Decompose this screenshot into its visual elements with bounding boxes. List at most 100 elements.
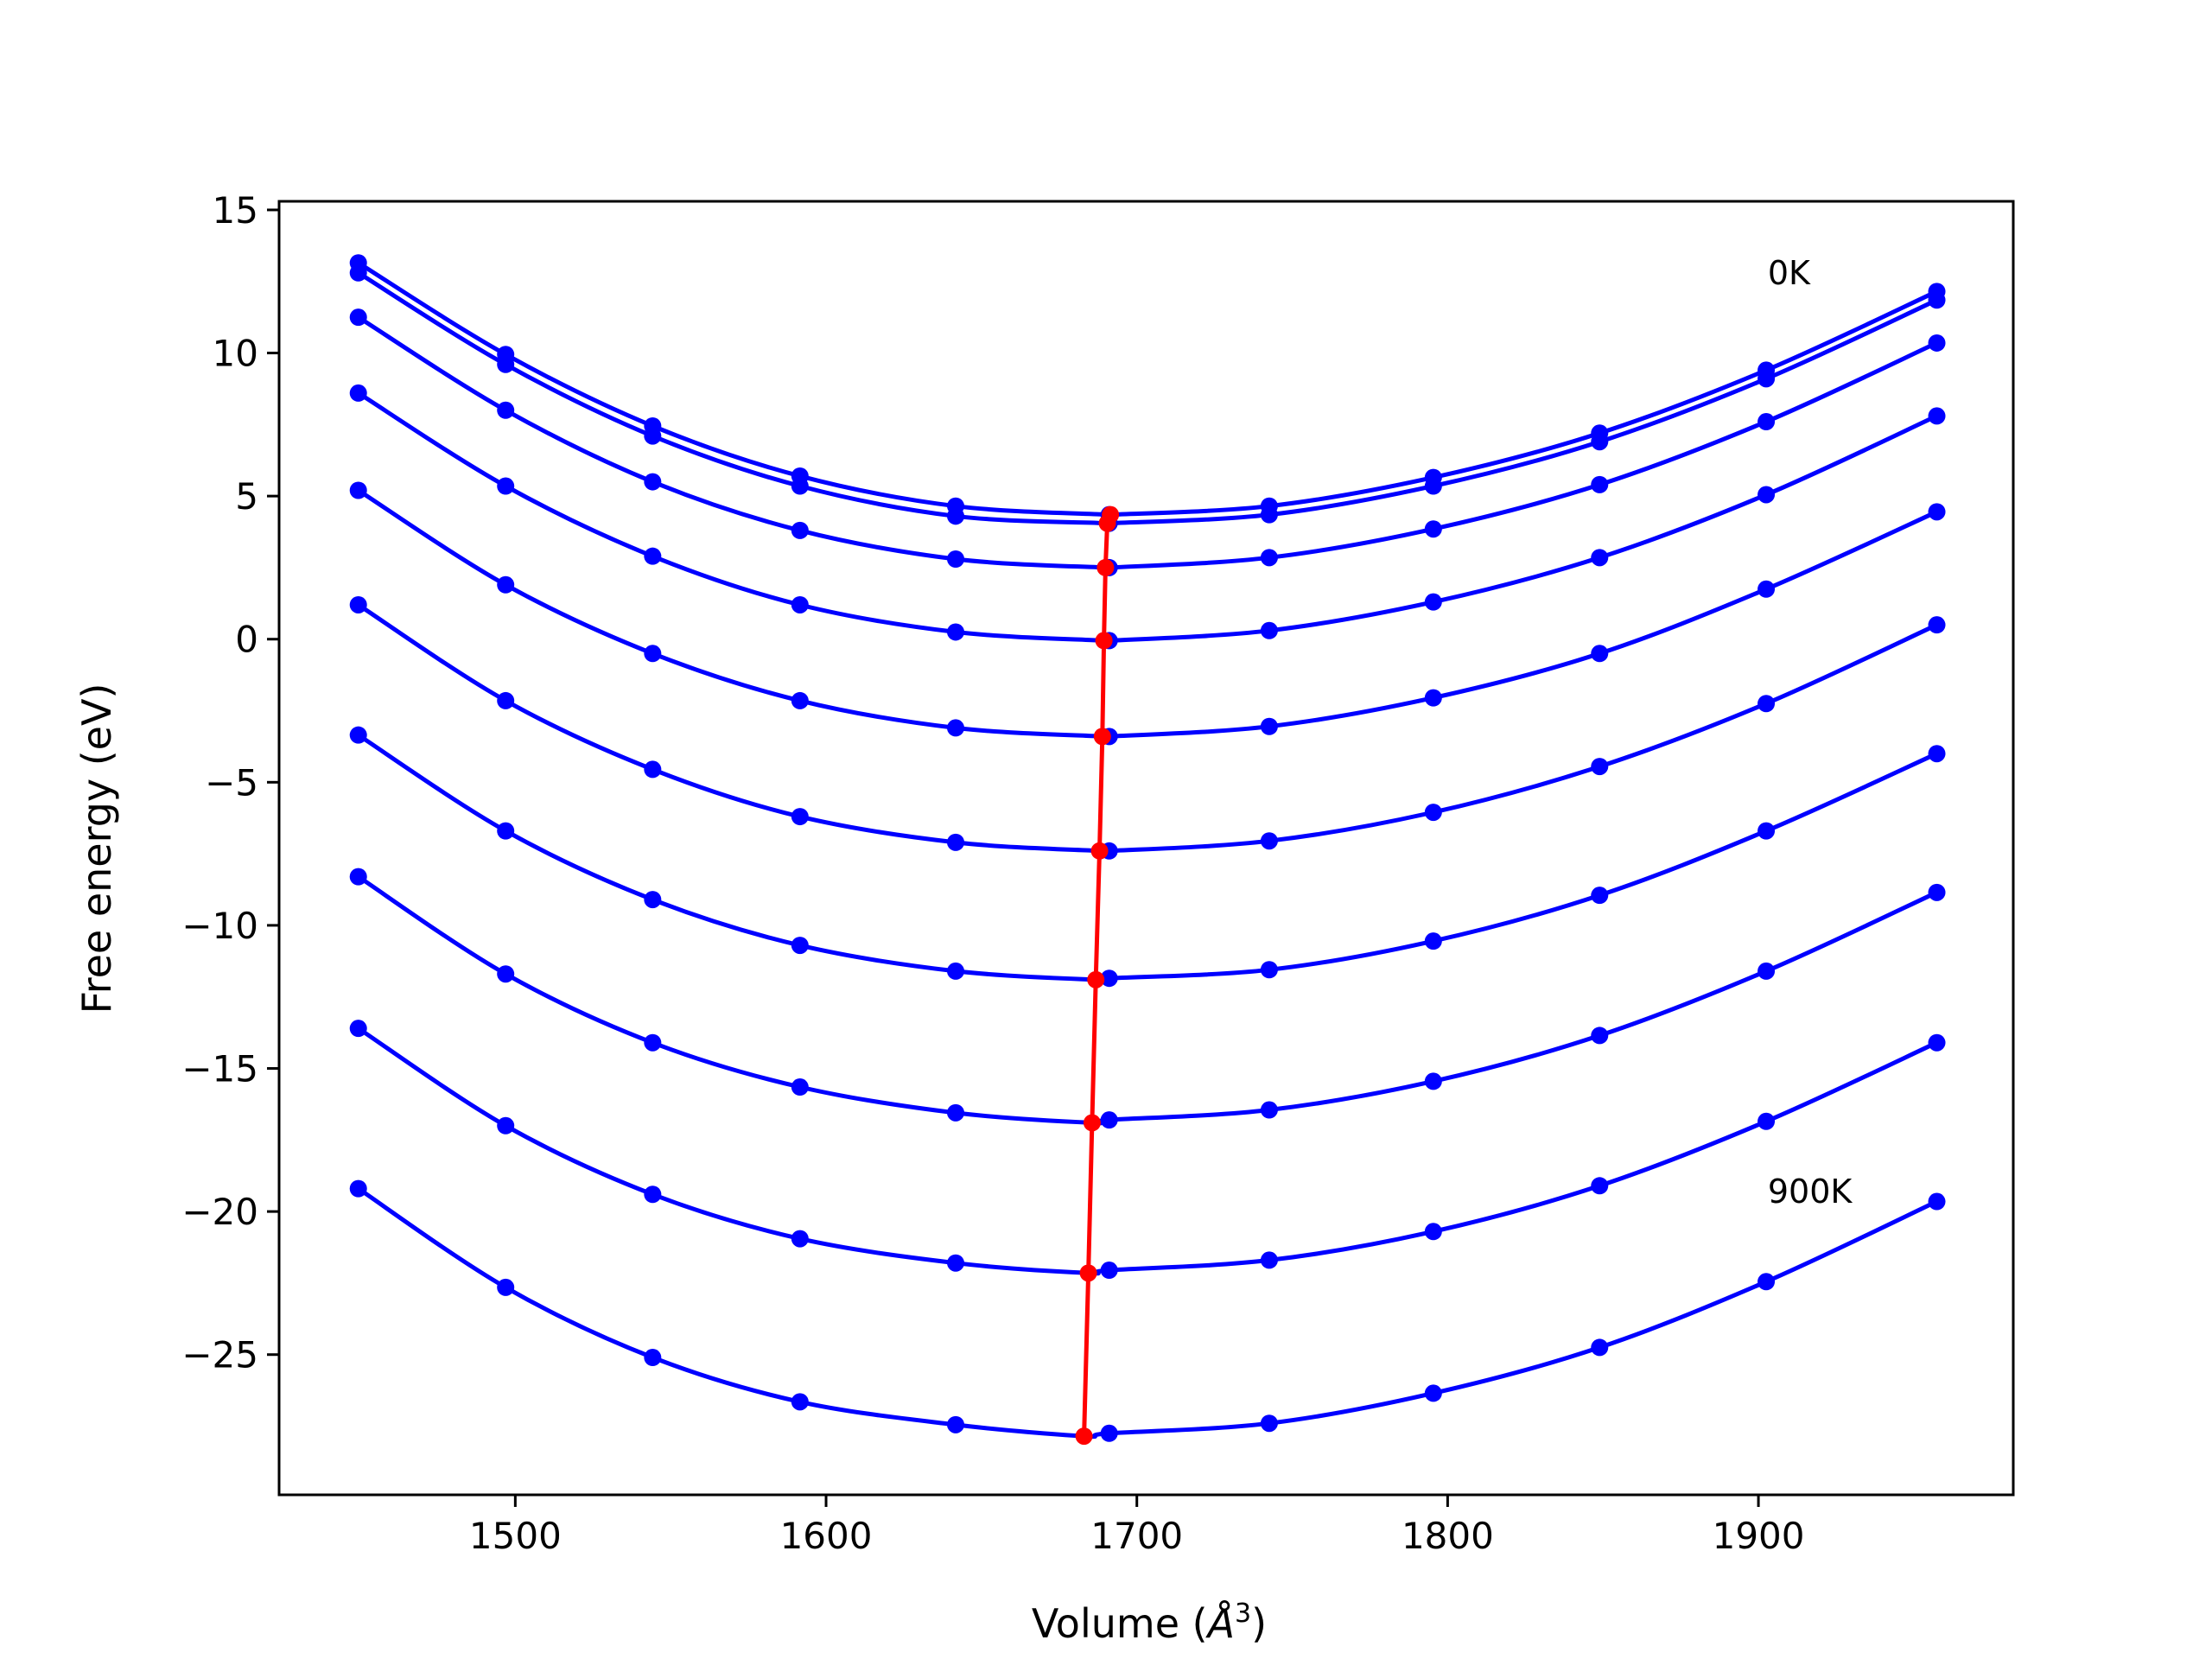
data-point (1424, 1384, 1442, 1402)
data-point (1424, 1223, 1442, 1241)
data-point (497, 1278, 515, 1296)
data-point (644, 1033, 662, 1052)
data-point (947, 1415, 965, 1433)
data-point (791, 937, 809, 955)
data-point (1928, 745, 1946, 763)
minimum-point (1098, 514, 1116, 532)
data-point (947, 550, 965, 568)
x-axis-label-unit: Å (1205, 1600, 1235, 1647)
data-point (644, 645, 662, 663)
y-tick-label: 5 (235, 475, 258, 518)
data-point (1928, 883, 1946, 901)
data-point (644, 760, 662, 779)
curves-layer (349, 254, 1946, 1442)
minimum-point (1096, 558, 1115, 576)
data-point (497, 822, 515, 840)
annotation-label: 900K (1768, 1173, 1853, 1211)
data-point (1758, 822, 1776, 840)
data-point (1260, 717, 1278, 735)
data-point (947, 507, 965, 525)
minimum-point (1083, 1114, 1101, 1132)
data-point (1591, 887, 1609, 905)
minimum-line-layer (1075, 505, 1120, 1446)
data-point (1758, 1273, 1776, 1291)
data-point (497, 355, 515, 373)
data-point (1424, 689, 1442, 707)
data-point (791, 691, 809, 709)
data-point (1758, 486, 1776, 504)
data-point (1260, 549, 1278, 567)
y-axis-ticks: 15 10 5 0 −5 −10 −15 −20 −25 (181, 189, 279, 1376)
data-point (1260, 1414, 1278, 1433)
data-point (1758, 1112, 1776, 1130)
data-point (497, 1116, 515, 1135)
data-point (791, 521, 809, 539)
x-axis-label: Volume (Å3) (1032, 1599, 1267, 1647)
data-point (1591, 433, 1609, 451)
annotation-label: 0K (1768, 254, 1811, 292)
data-point (1758, 962, 1776, 980)
data-point (497, 965, 515, 983)
series-7 (349, 868, 1946, 1129)
data-point (1928, 334, 1946, 352)
data-point (497, 477, 515, 495)
data-point (497, 575, 515, 594)
x-tick-label: 1800 (1402, 1515, 1494, 1557)
x-axis-label-close: ) (1251, 1600, 1267, 1647)
data-point (1100, 969, 1118, 988)
data-point (349, 868, 367, 886)
data-point (1591, 549, 1609, 567)
data-point (791, 477, 809, 495)
x-tick-label: 1500 (469, 1515, 562, 1557)
y-tick-label: −20 (181, 1191, 258, 1233)
data-point (1591, 475, 1609, 493)
data-point (1260, 1251, 1278, 1269)
data-point (1260, 832, 1278, 850)
data-point (1758, 580, 1776, 598)
data-point (1424, 477, 1442, 495)
data-point (1260, 621, 1278, 639)
data-point (1591, 758, 1609, 776)
data-point (791, 1078, 809, 1096)
data-point (1758, 370, 1776, 388)
data-point (1424, 593, 1442, 611)
data-point (791, 1393, 809, 1411)
data-point (1424, 1072, 1442, 1090)
y-tick-label: 10 (213, 333, 258, 375)
x-axis-label-exponent: 3 (1235, 1599, 1251, 1629)
x-tick-label: 1600 (780, 1515, 873, 1557)
data-point (1100, 1111, 1118, 1129)
data-point (791, 808, 809, 826)
data-point (1591, 645, 1609, 663)
data-point (349, 1179, 367, 1198)
data-point (791, 1230, 809, 1248)
data-point (1591, 1027, 1609, 1045)
data-point (349, 384, 367, 402)
data-point (349, 264, 367, 282)
x-axis-ticks: 1500 1600 1700 1800 1900 (469, 1495, 1805, 1557)
minimum-point (1093, 728, 1111, 746)
data-point (1928, 291, 1946, 309)
data-point (1928, 1192, 1946, 1211)
minimum-point (1090, 842, 1109, 860)
data-point (947, 719, 965, 737)
data-point (1424, 804, 1442, 822)
data-point (644, 473, 662, 491)
data-point (1758, 695, 1776, 713)
x-tick-label: 1700 (1090, 1515, 1183, 1557)
minimum-energy-line (1082, 513, 1113, 1437)
series-line-9 (357, 1186, 1938, 1440)
data-point (644, 547, 662, 565)
data-point (1260, 961, 1278, 979)
data-point (349, 726, 367, 744)
data-point (497, 401, 515, 419)
data-point (1100, 1424, 1118, 1442)
data-point (644, 1349, 662, 1367)
data-point (1928, 503, 1946, 521)
data-point (644, 427, 662, 445)
data-point (1928, 1033, 1946, 1052)
data-point (1928, 407, 1946, 425)
y-tick-label: −15 (181, 1048, 258, 1090)
data-point (1591, 1177, 1609, 1195)
